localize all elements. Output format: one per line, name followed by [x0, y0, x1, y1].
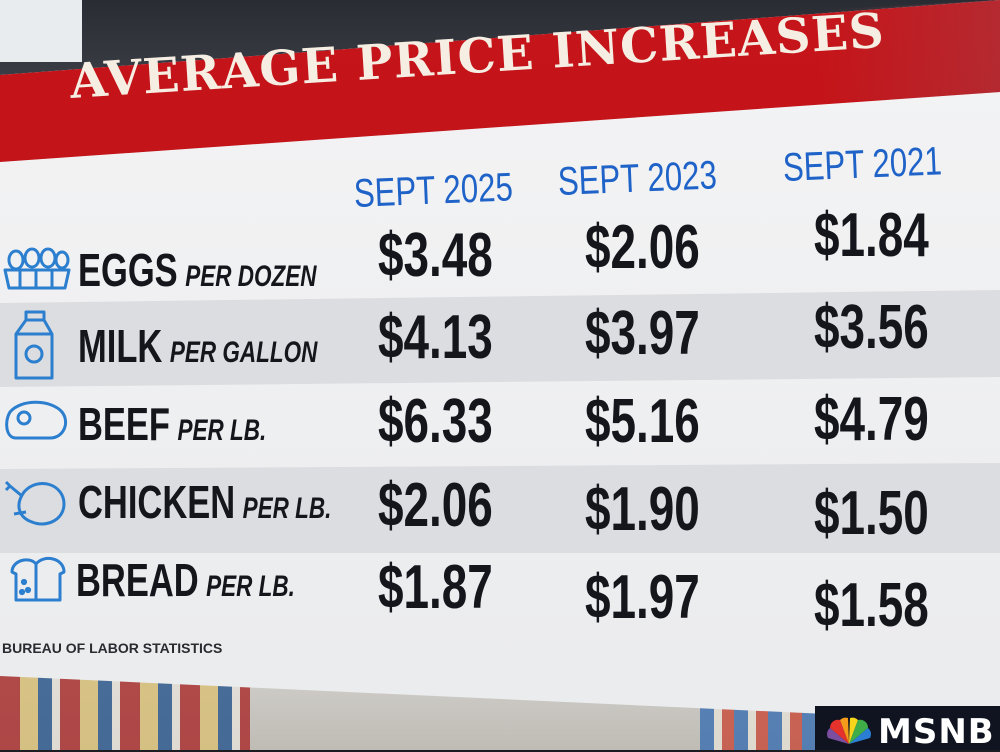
column-header-sept-2025: SEPT 2025 — [353, 165, 514, 216]
column-header-sept-2021: SEPT 2021 — [782, 139, 943, 190]
banner-capitol-image — [820, 0, 1000, 100]
roast-chicken-icon — [4, 480, 66, 526]
price-beef-2021: $4.79 — [814, 385, 929, 454]
price-beef-2023: $5.16 — [585, 387, 700, 456]
item-label-bread: BREAD PER LB. — [76, 554, 295, 613]
studio-window — [0, 0, 82, 62]
item-name: MILK — [78, 320, 163, 372]
bread-loaf-icon — [10, 556, 66, 602]
egg-carton-icon — [3, 247, 71, 290]
network-logo-text: MSNB — [878, 712, 995, 752]
price-bread-2023: $1.97 — [585, 563, 700, 632]
price-milk-2021: $3.56 — [814, 293, 929, 362]
item-label-milk: MILK PER GALLON — [78, 320, 317, 379]
item-label-eggs: EGGS PER DOZEN — [78, 244, 316, 303]
peacock-logo-icon — [827, 717, 871, 744]
item-unit: PER LB. — [242, 492, 332, 525]
steak-icon — [5, 400, 67, 440]
price-chicken-2025: $2.06 — [378, 471, 493, 540]
item-unit: PER DOZEN — [185, 260, 317, 293]
item-unit: PER LB. — [206, 570, 295, 603]
source-credit: BUREAU OF LABOR STATISTICS — [2, 640, 223, 656]
item-unit: PER LB. — [177, 414, 267, 447]
item-unit: PER GALLON — [169, 336, 318, 369]
price-chicken-2023: $1.90 — [585, 475, 700, 544]
price-bread-2021: $1.58 — [814, 571, 929, 640]
item-label-beef: BEEF PER LB. — [78, 398, 266, 457]
price-chicken-2021: $1.50 — [814, 479, 929, 548]
milk-carton-icon — [14, 310, 54, 380]
price-eggs-2025: $3.48 — [378, 221, 493, 290]
price-eggs-2021: $1.84 — [814, 201, 929, 270]
price-milk-2025: $4.13 — [378, 303, 493, 372]
item-name: CHICKEN — [78, 476, 236, 528]
price-beef-2025: $6.33 — [378, 387, 493, 456]
column-header-sept-2023: SEPT 2023 — [557, 153, 718, 204]
item-name: EGGS — [78, 244, 178, 296]
price-bread-2025: $1.87 — [378, 553, 493, 622]
price-eggs-2023: $2.06 — [585, 213, 700, 282]
price-milk-2023: $3.97 — [585, 299, 700, 368]
item-label-chicken: CHICKEN PER LB. — [78, 476, 331, 535]
item-name: BEEF — [78, 398, 171, 450]
item-name: BREAD — [76, 554, 199, 606]
